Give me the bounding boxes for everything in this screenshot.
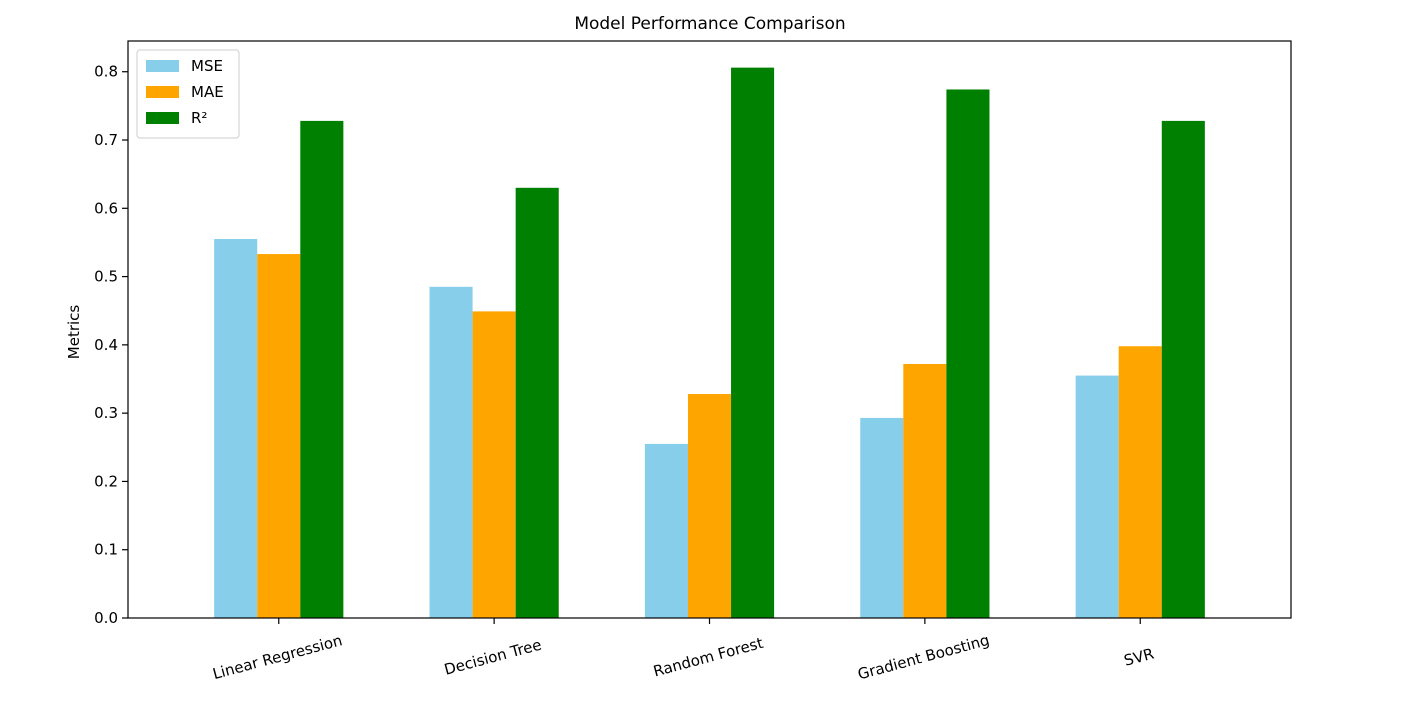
bar-r-random-forest	[731, 67, 775, 618]
bar-r-decision-tree	[515, 187, 559, 618]
bar-mae-gradient-boosting	[903, 363, 947, 618]
bar-mae-decision-tree	[472, 311, 516, 618]
bar-mae-svr	[1118, 346, 1162, 618]
bar-r-gradient-boosting	[946, 89, 990, 619]
y-tick-label: 0.3	[94, 404, 118, 422]
y-tick-label: 0.7	[94, 131, 118, 149]
bar-mse-gradient-boosting	[860, 417, 904, 618]
y-tick-label: 0.6	[94, 199, 118, 217]
legend-label-mse: MSE	[191, 57, 223, 75]
bar-mse-decision-tree	[429, 286, 473, 618]
legend-swatch-r	[146, 112, 179, 124]
legend-label-r: R²	[191, 109, 207, 127]
y-tick-label: 0.8	[94, 63, 118, 81]
y-tick-label: 0.4	[94, 336, 118, 354]
legend: MSE MAE R²	[136, 49, 240, 139]
y-tick-label: 0.0	[94, 609, 118, 627]
bar-r-svr	[1161, 120, 1205, 618]
bar-mse-linear-regression	[214, 239, 258, 618]
y-tick-label: 0.5	[94, 268, 118, 286]
bar-r-linear-regression	[300, 120, 344, 618]
x-tick-label-random-forest: Random Forest	[651, 634, 765, 681]
bar-mae-random-forest	[687, 394, 732, 618]
y-axis-ticks: 0.0 0.1 0.2 0.3 0.4 0.5 0.6 0.7 0.8	[94, 63, 128, 627]
y-tick-label: 0.2	[94, 472, 118, 490]
x-tick-label-decision-tree: Decision Tree	[442, 636, 543, 679]
x-axis-ticks: Linear Regression Decision Tree Random For…	[211, 618, 1156, 683]
bars-layer	[214, 67, 1205, 619]
y-axis-label: Metrics	[65, 305, 83, 360]
bar-mse-svr	[1075, 375, 1119, 618]
legend-label-mae: MAE	[191, 83, 224, 101]
x-tick-label-svr: SVR	[1122, 645, 1156, 670]
chart-title: Model Performance Comparison	[574, 14, 845, 34]
bar-mae-linear-regression	[257, 254, 301, 619]
legend-swatch-mae	[146, 86, 179, 98]
bar-mse-random-forest	[644, 443, 688, 618]
x-tick-label-linear-regression: Linear Regression	[211, 631, 345, 683]
y-tick-label: 0.1	[94, 541, 118, 559]
x-tick-label-gradient-boosting: Gradient Boosting	[856, 631, 992, 683]
legend-swatch-mse	[146, 60, 179, 72]
plot-frame	[127, 40, 1292, 619]
